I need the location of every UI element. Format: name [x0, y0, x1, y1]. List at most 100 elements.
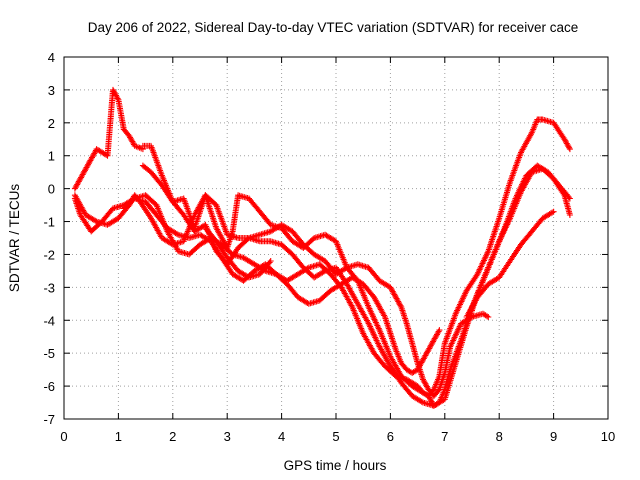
data-point — [319, 263, 321, 265]
data-point — [259, 273, 261, 275]
x-tick-label: 1 — [115, 429, 122, 444]
data-point — [112, 89, 114, 91]
data-point — [422, 401, 424, 404]
data-point — [389, 365, 391, 367]
data-point — [123, 207, 125, 209]
y-tick-label: -6 — [43, 379, 55, 394]
data-point — [232, 230, 234, 232]
data-point — [297, 273, 299, 275]
series-markers — [139, 162, 492, 399]
x-tick-label: 10 — [601, 429, 615, 444]
data-point — [183, 214, 185, 216]
data-point — [422, 378, 424, 381]
data-point — [85, 214, 87, 216]
data-point — [373, 296, 375, 298]
data-point — [351, 276, 353, 279]
data-point — [438, 388, 440, 390]
data-point — [509, 217, 511, 219]
data-point — [525, 174, 528, 177]
x-tick-label: 2 — [169, 429, 176, 444]
data-point — [373, 352, 375, 354]
data-point — [253, 270, 255, 272]
data-point — [155, 214, 158, 216]
y-tick-label: 0 — [48, 182, 55, 197]
data-point — [417, 385, 419, 387]
data-point — [319, 299, 321, 302]
data-point — [128, 135, 130, 137]
data-point — [351, 306, 353, 308]
x-tick-label: 6 — [387, 429, 394, 444]
data-point — [335, 273, 337, 275]
data-point — [313, 237, 315, 239]
data-point — [400, 306, 402, 308]
data-point — [389, 355, 391, 358]
data-point — [117, 99, 119, 101]
data-point — [531, 230, 533, 232]
data-point — [389, 332, 391, 334]
data-point — [362, 332, 364, 334]
data-point — [291, 253, 294, 256]
data-point — [134, 194, 136, 196]
data-point — [161, 237, 163, 239]
data-point — [509, 181, 511, 183]
data-point — [466, 326, 468, 328]
data-point — [237, 237, 239, 239]
data-point — [145, 201, 147, 203]
data-point — [259, 240, 261, 242]
data-point — [199, 234, 201, 236]
y-tick-label: -1 — [43, 215, 55, 230]
data-point — [270, 240, 272, 242]
data-point — [248, 237, 250, 239]
data-point — [406, 378, 408, 381]
data-point — [368, 323, 370, 325]
data-point — [487, 283, 489, 285]
data-point — [476, 296, 478, 298]
data-point — [90, 230, 92, 232]
data-point — [460, 323, 462, 325]
data-point — [183, 240, 185, 242]
data-point — [183, 197, 185, 200]
data-point — [411, 342, 413, 344]
data-point — [542, 168, 544, 170]
data-point — [400, 382, 402, 384]
data-point — [427, 388, 430, 390]
data-point — [395, 296, 397, 298]
data-point — [177, 234, 179, 236]
data-point — [166, 227, 168, 229]
data-point — [520, 244, 522, 246]
y-tick-label: -3 — [43, 280, 55, 295]
data-point — [357, 303, 359, 305]
data-point — [117, 217, 119, 219]
data-point — [471, 316, 473, 318]
data-point — [270, 224, 272, 226]
data-point — [498, 217, 500, 219]
data-point — [242, 280, 245, 282]
x-tick-label: 4 — [278, 429, 285, 444]
data-point — [150, 171, 152, 173]
y-tick-label: -7 — [43, 412, 55, 427]
data-point — [74, 188, 76, 190]
data-point — [199, 244, 201, 246]
x-tick-label: 8 — [496, 429, 503, 444]
data-point — [74, 194, 76, 196]
data-point — [335, 240, 337, 242]
data-point — [417, 369, 419, 371]
data-point — [417, 362, 419, 364]
series-markers — [463, 208, 557, 320]
data-point — [286, 283, 288, 285]
y-tick-label: 4 — [48, 50, 55, 65]
data-point — [248, 197, 250, 200]
data-point — [520, 151, 522, 153]
data-point — [161, 184, 163, 186]
data-point — [362, 283, 364, 285]
data-point — [90, 158, 92, 160]
data-point — [433, 405, 435, 407]
data-point — [291, 240, 294, 242]
data-point — [536, 165, 538, 167]
data-point — [509, 260, 511, 262]
data-point — [297, 296, 299, 298]
data-point — [259, 234, 261, 236]
y-tick-label: -4 — [43, 313, 55, 328]
data-point — [542, 118, 544, 121]
